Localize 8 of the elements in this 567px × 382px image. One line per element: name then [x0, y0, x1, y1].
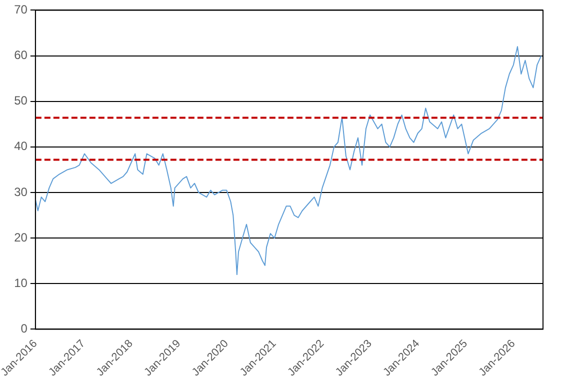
y-tick-label: 50 — [14, 94, 28, 108]
y-tick-label: 30 — [14, 184, 28, 199]
y-tick-label: 60 — [14, 48, 28, 62]
y-tick-label: 0 — [20, 322, 28, 336]
y-tick-label: 20 — [14, 230, 28, 244]
y-tick-label: 70 — [14, 2, 28, 17]
y-tick-label: 10 — [14, 276, 28, 290]
y-tick-label: 40 — [14, 139, 28, 154]
